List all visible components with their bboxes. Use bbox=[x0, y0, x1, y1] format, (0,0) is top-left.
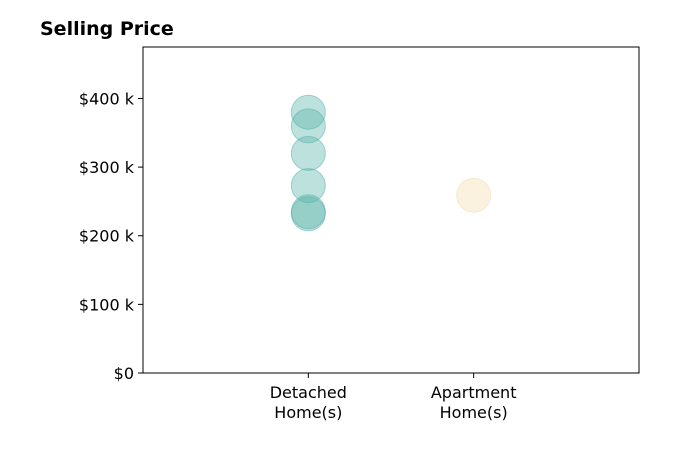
y-tick-label: $200 k bbox=[79, 227, 135, 246]
data-point bbox=[456, 177, 492, 213]
chart-title: Selling Price bbox=[40, 18, 174, 40]
data-point bbox=[290, 196, 326, 232]
y-axis: $0 $100 k $200 k $300 k $400 k bbox=[79, 89, 143, 383]
plot-frame bbox=[142, 46, 640, 374]
points-layer bbox=[290, 94, 492, 232]
data-point bbox=[290, 135, 326, 171]
data-point bbox=[290, 108, 326, 144]
x-axis: Detached Home(s) Apartment Home(s) bbox=[270, 373, 517, 422]
y-tick-label: $300 k bbox=[79, 158, 135, 177]
y-tick-label: $0 bbox=[114, 364, 134, 383]
x-tick-label: Detached Home(s) bbox=[270, 383, 347, 422]
y-tick-label: $100 k bbox=[79, 295, 135, 314]
data-point bbox=[290, 168, 326, 204]
data-point bbox=[290, 94, 326, 130]
x-tick-label: Apartment Home(s) bbox=[431, 383, 517, 422]
y-tick-label: $400 k bbox=[79, 89, 135, 108]
